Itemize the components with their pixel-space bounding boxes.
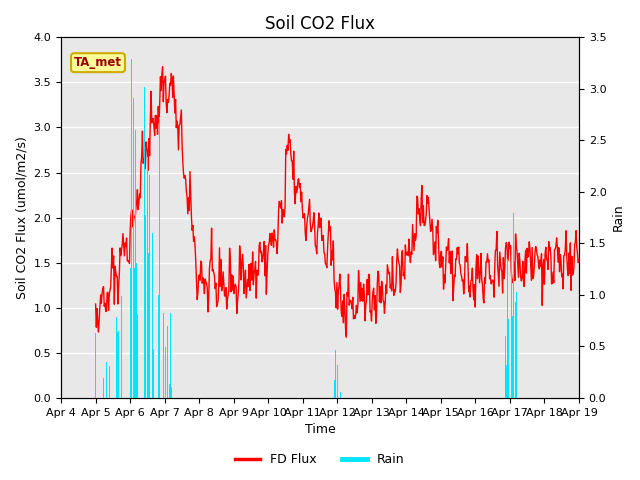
Bar: [125, 376, 126, 398]
Bar: [171, 387, 172, 398]
Bar: [170, 312, 171, 398]
Bar: [159, 117, 160, 398]
Bar: [513, 213, 514, 398]
Bar: [137, 314, 138, 398]
Bar: [511, 351, 512, 398]
Bar: [340, 392, 341, 398]
Legend: FD Flux, Rain: FD Flux, Rain: [230, 448, 410, 471]
Bar: [515, 301, 516, 398]
Bar: [103, 378, 104, 398]
Bar: [112, 368, 113, 398]
Bar: [135, 130, 136, 398]
Bar: [144, 87, 145, 398]
Text: TA_met: TA_met: [74, 56, 122, 69]
Bar: [337, 365, 338, 398]
Bar: [149, 175, 150, 398]
Bar: [158, 296, 159, 398]
Y-axis label: Soil CO2 Flux (umol/m2/s): Soil CO2 Flux (umol/m2/s): [15, 136, 28, 299]
Bar: [131, 59, 132, 398]
Bar: [167, 326, 168, 398]
Title: Soil CO2 Flux: Soil CO2 Flux: [265, 15, 375, 33]
Bar: [134, 268, 135, 398]
Bar: [105, 370, 106, 398]
Bar: [153, 349, 154, 398]
Bar: [508, 319, 509, 398]
Bar: [145, 215, 146, 398]
Bar: [163, 313, 164, 398]
Bar: [121, 296, 122, 398]
Bar: [136, 264, 137, 398]
Bar: [118, 331, 119, 398]
Bar: [106, 362, 107, 398]
Y-axis label: Rain: Rain: [612, 204, 625, 231]
Bar: [152, 233, 153, 398]
Bar: [505, 336, 506, 398]
Bar: [335, 349, 336, 398]
Bar: [165, 347, 166, 398]
Bar: [130, 268, 131, 398]
Bar: [116, 317, 117, 398]
Bar: [147, 156, 148, 398]
X-axis label: Time: Time: [305, 423, 335, 436]
Bar: [117, 332, 118, 398]
Bar: [95, 333, 96, 398]
